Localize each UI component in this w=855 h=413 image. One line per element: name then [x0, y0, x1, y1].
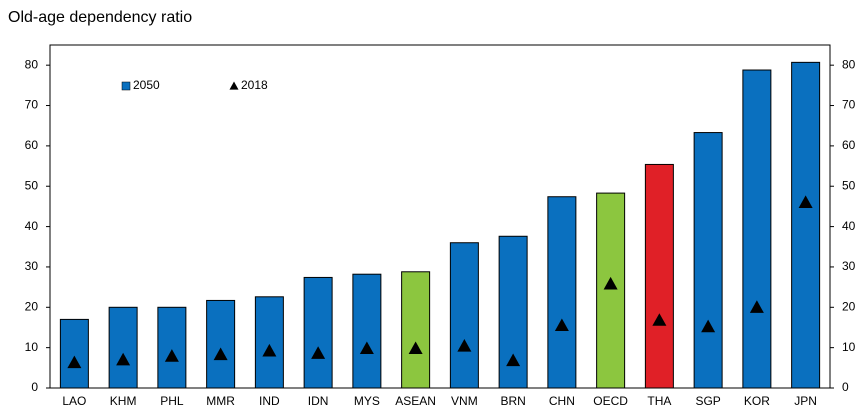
y2-tick-label: 80	[842, 57, 855, 71]
y-tick-label: 20	[25, 299, 39, 313]
x-tick-label: BRN	[500, 394, 525, 408]
bar	[303, 276, 333, 389]
bar	[206, 299, 236, 389]
x-tick-label: VNM	[451, 394, 478, 408]
triangle-marker	[164, 349, 179, 362]
x-tick-label: MMR	[206, 394, 235, 408]
bar	[449, 242, 479, 389]
y-tick-label: 50	[25, 178, 39, 192]
triangle-marker	[457, 339, 472, 352]
bar	[108, 306, 138, 389]
y2-tick-label: 10	[842, 340, 855, 354]
triangle-marker	[116, 352, 131, 366]
x-tick-label: MYS	[354, 394, 380, 408]
y2-tick-label: 20	[842, 299, 855, 313]
triangle-marker	[67, 355, 82, 369]
bar	[157, 306, 187, 389]
bar	[352, 273, 382, 389]
triangle-marker	[408, 341, 423, 355]
triangle-marker	[603, 276, 618, 290]
bar	[59, 318, 89, 389]
chart-title: Old-age dependency ratio	[8, 9, 192, 26]
triangle-marker	[701, 319, 716, 333]
triangle-marker	[262, 343, 277, 357]
y2-tick-label: 70	[842, 98, 855, 112]
x-tick-label: PHL	[160, 394, 184, 408]
legend-swatch	[121, 81, 131, 91]
triangle-marker	[749, 300, 764, 313]
y2-tick-label: 50	[842, 178, 855, 192]
plot-frame	[49, 44, 831, 389]
x-tick-label: OECD	[593, 394, 628, 408]
bar	[254, 296, 284, 389]
triangle-marker	[506, 353, 521, 367]
x-tick-label: SGP	[695, 394, 720, 408]
x-tick-label: ASEAN	[395, 394, 436, 408]
bar	[547, 196, 577, 389]
bar	[693, 132, 723, 389]
y-tick-label: 0	[31, 380, 38, 394]
x-tick-label: KHM	[110, 394, 137, 408]
y2-tick-label: 40	[842, 219, 855, 233]
y-tick-label: 60	[25, 138, 39, 152]
legend-label: 2050	[133, 78, 160, 92]
bar	[596, 192, 626, 389]
x-tick-label: THA	[647, 394, 671, 408]
triangle-marker	[311, 346, 326, 359]
x-tick-label: LAO	[62, 394, 86, 408]
bar	[742, 69, 772, 389]
y-tick-label: 80	[25, 57, 39, 71]
bar	[644, 163, 674, 389]
triangle-marker	[652, 313, 667, 326]
bar	[791, 61, 821, 389]
legend-label: 2018	[241, 78, 268, 92]
triangle-marker	[798, 195, 813, 208]
y-tick-label: 70	[25, 98, 39, 112]
x-tick-label: JPN	[794, 394, 817, 408]
triangle-marker	[213, 347, 228, 361]
legend-swatch	[229, 81, 239, 90]
y2-tick-label: 60	[842, 138, 855, 152]
x-tick-label: IDN	[308, 394, 329, 408]
y-tick-label: 10	[25, 340, 39, 354]
triangle-marker	[359, 341, 374, 355]
x-tick-label: KOR	[744, 394, 770, 408]
y2-tick-label: 30	[842, 259, 855, 273]
triangle-marker	[554, 318, 569, 332]
bar	[401, 271, 431, 389]
y-tick-label: 30	[25, 259, 39, 273]
y2-tick-label: 0	[842, 380, 849, 394]
x-tick-label: IND	[259, 394, 280, 408]
y-tick-label: 40	[25, 219, 39, 233]
x-tick-label: CHN	[549, 394, 575, 408]
